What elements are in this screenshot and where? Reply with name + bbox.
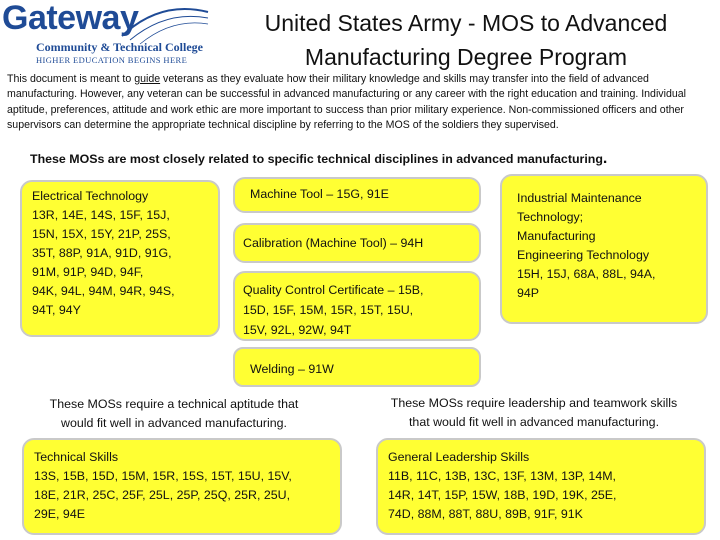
electrical-mos-line: 91M, 91P, 94D, 94F, [32,265,144,279]
intro-lead: This document is meant to [7,73,135,85]
machine-tool-box: Machine Tool – 15G, 91E [233,177,481,213]
calibration-box: Calibration (Machine Tool) – 94H [233,223,481,263]
section-heading: These MOSs are most closely related to s… [30,150,720,168]
welding-box: Welding – 91W [233,347,481,387]
leadership-skills-line: 14R, 14T, 15P, 15W, 18B, 19D, 19K, 25E, [388,488,617,502]
logo-tagline: HIGHER EDUCATION BEGINS HERE [36,55,188,65]
industrial-line: Engineering Technology [517,248,650,262]
technical-skills-box: Technical Skills 13S, 15B, 15D, 15M, 15R… [22,438,342,535]
electrical-mos-line: 15N, 15X, 15Y, 21P, 25S, [32,227,171,241]
intro-guide-word: guide [134,73,161,85]
industrial-maintenance-box: Industrial Maintenance Technology; Manuf… [500,174,708,324]
caption-line: that would fit well in advanced manufact… [408,415,660,429]
machine-tool-text: Machine Tool – 15G, 91E [250,187,389,201]
quality-control-box: Quality Control Certificate – 15B, 15D, … [233,271,481,341]
leadership-skills-heading: General Leadership Skills [388,450,530,464]
industrial-line: 94P [517,286,540,300]
industrial-line: Industrial Maintenance [517,191,642,205]
technical-skills-line: 18E, 21R, 25C, 25F, 25L, 25P, 25Q, 25R, … [34,488,291,502]
intro-paragraph: This document is meant to guide veterans… [7,72,713,133]
quality-control-line: 15D, 15F, 15M, 15R, 15T, 15U, [243,303,414,317]
logo-brand-text: Gateway [2,0,139,37]
electrical-mos-line: 94K, 94L, 94M, 94R, 94S, [32,284,175,298]
technical-aptitude-caption: These MOSs require a technical aptitude … [14,395,334,433]
page-title: United States Army - MOS to Advanced Man… [212,6,720,74]
intro-rest: veterans as they evaluate how their mili… [7,73,686,131]
logo-swoosh-icon [121,8,209,45]
caption-line: would fit well in advanced manufacturing… [61,416,287,430]
title-line-1: United States Army - MOS to Advanced [264,10,668,36]
welding-text: Welding – 91W [250,362,334,376]
quality-control-line: 15V, 92L, 92W, 94T [243,323,352,337]
caption-line: These MOSs require a technical aptitude … [49,397,299,411]
quality-control-line: Quality Control Certificate – 15B, [243,283,424,297]
industrial-line: 15H, 15J, 68A, 88L, 94A, [517,267,656,281]
electrical-mos-line: 13R, 14E, 14S, 15F, 15J, [32,208,170,222]
industrial-line: Technology; [517,210,584,224]
logo-college-name: Community & Technical College [36,40,203,54]
industrial-line: Manufacturing [517,229,596,243]
leadership-skills-box: General Leadership Skills 11B, 11C, 13B,… [376,438,706,535]
electrical-mos-line: 35T, 88P, 91A, 91D, 91G, [32,246,172,260]
caption-line: These MOSs require leadership and teamwo… [390,396,678,410]
leadership-caption: These MOSs require leadership and teamwo… [356,394,712,432]
title-line-2: Manufacturing Degree Program [304,44,628,70]
leadership-skills-line: 74D, 88M, 88T, 88U, 89B, 91F, 91K [388,507,583,521]
college-logo: Gateway Community & Technical College HI… [0,0,212,72]
electrical-mos-line: 94T, 94Y [32,303,81,317]
technical-skills-line: 29E, 94E [34,507,85,521]
technical-skills-heading: Technical Skills [34,450,119,464]
electrical-heading: Electrical Technology [32,189,149,203]
calibration-text: Calibration (Machine Tool) – 94H [243,236,424,250]
leadership-skills-line: 11B, 11C, 13B, 13C, 13F, 13M, 13P, 14M, [388,469,616,483]
section-heading-text: These MOSs are most closely related to s… [30,152,603,166]
electrical-technology-box: Electrical Technology 13R, 14E, 14S, 15F… [20,180,220,337]
technical-skills-line: 13S, 15B, 15D, 15M, 15R, 15S, 15T, 15U, … [34,469,292,483]
section-heading-dot: . [602,150,608,167]
